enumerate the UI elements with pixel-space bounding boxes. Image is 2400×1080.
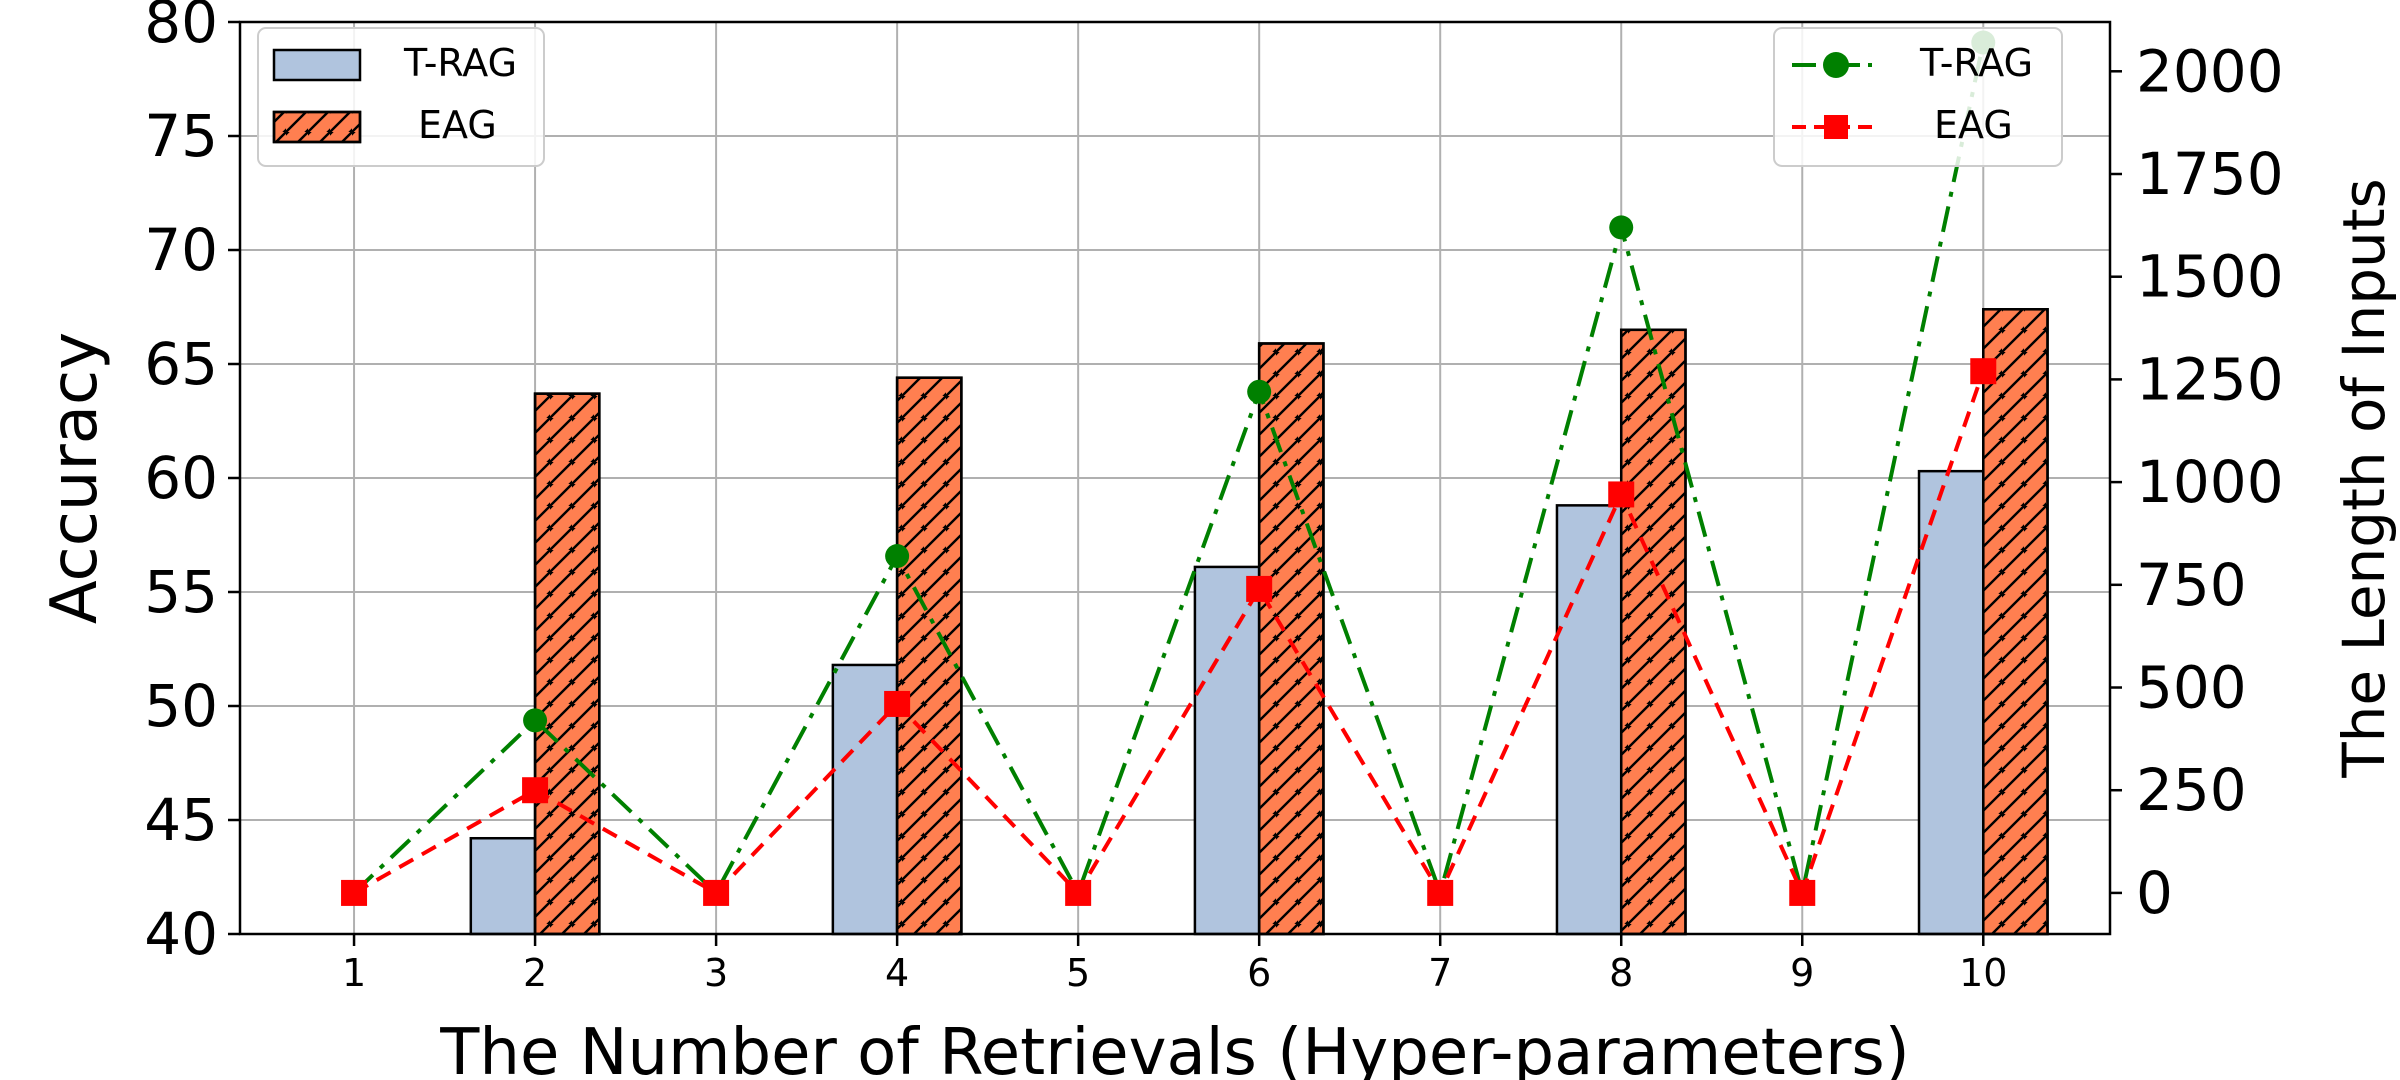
bar-hatch-eag [1982,308,2049,936]
y-tick-label: 40 [144,900,218,968]
point-eag [1246,575,1273,602]
legend-marker-trag [1823,52,1849,78]
y-tick-label: 60 [144,444,218,512]
y-tick-label: 50 [144,672,218,740]
bar-hatch-eag [533,392,601,936]
y-tick-label: 70 [144,216,218,284]
y2-tick-label: 1250 [2136,345,2284,413]
point-t-rag [523,708,548,733]
bar-hatch-eag [1257,342,1325,936]
bar-t-rag [1917,469,1985,936]
point-eag [884,690,911,717]
y2-tick-label: 1750 [2136,140,2284,208]
x-tick-label: 2 [523,951,547,995]
y-tick-label: 80 [144,0,218,56]
line-t-rag [352,42,1986,900]
point-eag [1789,879,1816,906]
y2-tick-label: 1000 [2136,448,2284,516]
y-tick-label: 75 [144,102,218,170]
point-t-rag [885,544,910,569]
x-tick-label: 7 [1428,951,1452,995]
legend-swatch-eag-bar-hatch [272,110,362,144]
legend-label-eag-line: EAG [1934,103,2013,147]
y2-axis-label: The Length of Inputs [2330,178,2398,779]
point-eag [1065,879,1092,906]
y-tick-label: 45 [144,786,218,854]
y2-tick-label: 0 [2136,859,2173,927]
legend-marker-eag [1824,115,1848,139]
x-tick-label: 5 [1066,951,1090,995]
y2-tick-label: 500 [2136,654,2247,722]
axes: 4045505560657075800250500750100012501500… [144,0,2283,995]
y-axis-label: Accuracy [38,332,112,624]
bar-t-rag [1193,565,1261,936]
point-eag [341,879,368,906]
legend-label-eag-bar: EAG [418,103,497,147]
legend-bars: T-RAG EAG [257,27,545,167]
legend-swatch-trag-bar [272,48,362,82]
y2-tick-label: 750 [2136,551,2247,619]
legend-lines: T-RAG EAG [1773,27,2063,167]
x-tick-label: 9 [1790,951,1814,995]
point-eag [1427,879,1454,906]
y2-tick-label: 250 [2136,756,2247,824]
point-eag [1970,358,1997,385]
bar-t-rag [1555,504,1623,936]
x-tick-label: 10 [1959,951,2007,995]
lines [341,30,1997,906]
point-eag [703,879,730,906]
point-eag [1608,481,1635,508]
y-tick-label: 65 [144,330,218,398]
bar-hatch-eag [895,376,963,936]
line-eag [353,370,1986,899]
y2-tick-label: 2000 [2136,37,2284,105]
x-tick-label: 1 [342,951,366,995]
legend-label-trag-bar: T-RAG [403,41,517,85]
x-tick-label: 4 [885,951,909,995]
x-axis-label: The Number of Retrievals (Hyper-paramete… [439,1016,1909,1080]
point-t-rag [1247,379,1272,404]
y2-tick-label: 1500 [2136,243,2284,311]
bar-hatch-eag [1619,328,1687,936]
point-eag [522,777,549,804]
y-tick-label: 55 [144,558,218,626]
point-t-rag [1609,215,1634,240]
x-tick-label: 3 [704,951,728,995]
x-tick-label: 6 [1247,951,1271,995]
x-tick-label: 8 [1609,951,1633,995]
bar-t-rag [469,836,537,936]
legend-label-trag-line: T-RAG [1919,41,2033,85]
